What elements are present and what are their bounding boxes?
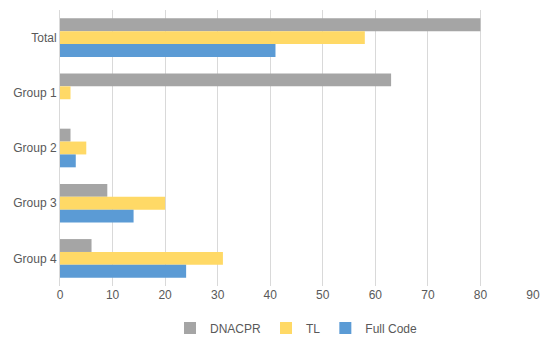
- svg-text:Total: Total: [31, 31, 56, 45]
- svg-text:0: 0: [57, 288, 64, 302]
- svg-text:Full Code: Full Code: [365, 322, 417, 336]
- svg-text:80: 80: [474, 288, 488, 302]
- svg-text:60: 60: [369, 288, 383, 302]
- svg-text:DNACPR: DNACPR: [210, 322, 261, 336]
- svg-text:Group 1: Group 1: [13, 86, 57, 100]
- svg-text:40: 40: [264, 288, 278, 302]
- svg-text:90: 90: [526, 288, 540, 302]
- svg-text:TL: TL: [306, 322, 320, 336]
- svg-text:10: 10: [106, 288, 120, 302]
- svg-text:70: 70: [421, 288, 435, 302]
- svg-text:20: 20: [158, 288, 172, 302]
- svg-text:Group 2: Group 2: [13, 141, 57, 155]
- svg-text:30: 30: [211, 288, 225, 302]
- svg-text:50: 50: [316, 288, 330, 302]
- svg-text:Group 3: Group 3: [13, 196, 57, 210]
- svg-text:Group 4: Group 4: [13, 252, 57, 266]
